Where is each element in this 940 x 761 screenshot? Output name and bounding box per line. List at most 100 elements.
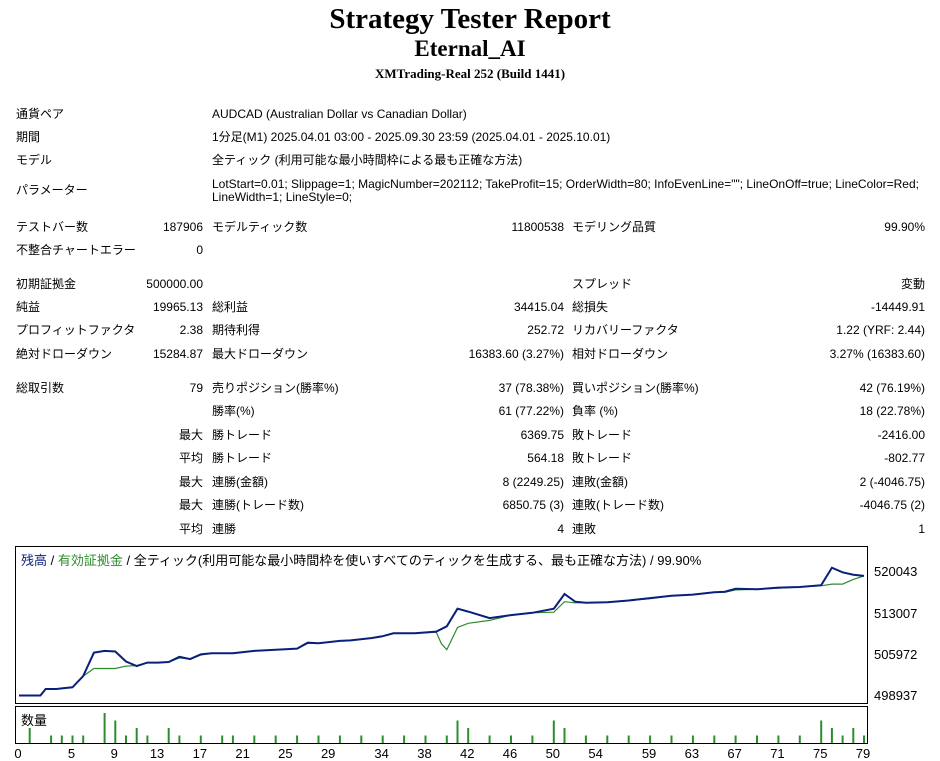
largest-prefix: 最大 bbox=[178, 428, 203, 442]
maximal-consecutive-loss-label: 連敗(トレード数) bbox=[572, 498, 664, 512]
x-tick-label: 59 bbox=[641, 746, 657, 761]
volume-bar bbox=[756, 735, 758, 743]
average-consecutive-losses-label: 連敗 bbox=[572, 522, 597, 536]
volume-bar bbox=[798, 735, 801, 743]
y-tick-label: 498937 bbox=[874, 688, 918, 703]
volume-bar bbox=[360, 735, 363, 743]
largest-win-label: 勝トレード bbox=[212, 428, 273, 442]
volume-bar bbox=[584, 735, 587, 743]
maximal-consecutive-profit-value: 6850.75 (3) bbox=[502, 498, 564, 512]
expected-payoff-label: 期待利得 bbox=[212, 323, 261, 337]
x-tick-label: 5 bbox=[67, 746, 76, 761]
chart-legend: 残高 / 有効証拠金 / 全ティック(利用可能な最小時間枠を使いすべてのティック… bbox=[21, 550, 701, 569]
volume-bar bbox=[146, 735, 149, 743]
volume-bar bbox=[820, 720, 823, 743]
relative-drawdown-value: 3.27% (16383.60) bbox=[829, 347, 925, 361]
y-tick-label: 513007 bbox=[874, 605, 918, 621]
server-info: XMTrading-Real 252 (Build 1441) bbox=[374, 66, 566, 81]
volume-bar bbox=[221, 735, 224, 743]
average-prefix: 平均 bbox=[178, 451, 203, 465]
volume-bar bbox=[777, 735, 780, 743]
x-tick-label: 71 bbox=[770, 746, 785, 761]
expert-name: Eternal_AI bbox=[414, 36, 526, 61]
net-profit-value: 19965.13 bbox=[152, 300, 203, 314]
x-tick-label: 54 bbox=[588, 746, 603, 761]
volume-bar bbox=[510, 735, 512, 743]
volume-bar bbox=[424, 735, 427, 743]
x-tick-label: 9 bbox=[110, 746, 118, 761]
average-consecutive-losses-value: 1 bbox=[918, 522, 925, 536]
average-consecutive-wins-label: 連勝 bbox=[212, 522, 237, 536]
legend-separator: / bbox=[47, 553, 58, 568]
period-label: 期間 bbox=[16, 130, 41, 144]
balance-line bbox=[19, 566, 865, 697]
volume-bar bbox=[338, 735, 341, 743]
legend-description: / 全ティック(利用可能な最小時間枠を使いすべてのティックを生成する、最も正確な… bbox=[122, 553, 702, 568]
volume-bar bbox=[531, 735, 534, 743]
short-positions-value: 37 (78.38%) bbox=[498, 381, 564, 395]
y-tick-label: 520043 bbox=[874, 564, 918, 580]
volume-bar bbox=[231, 735, 234, 743]
spread-label: スプレッド bbox=[572, 277, 633, 291]
test-bars-value: 187906 bbox=[162, 220, 203, 234]
max-consecutive-losses-label: 連敗(金額) bbox=[572, 475, 628, 489]
average-win-label: 勝トレード bbox=[212, 451, 273, 465]
parameters-value-line2: LineWidth=1; LineStyle=0; bbox=[212, 190, 353, 204]
volume-bar bbox=[178, 735, 181, 743]
model-quality-label: モデリング品質 bbox=[572, 220, 657, 234]
x-tick-label: 75 bbox=[812, 746, 828, 761]
average-loss-label: 敗トレード bbox=[572, 451, 633, 465]
volume-bar bbox=[167, 728, 170, 743]
volume-bar bbox=[830, 728, 833, 743]
volume-bar bbox=[649, 735, 652, 743]
volume-bar bbox=[863, 735, 865, 743]
x-tick-label: 13 bbox=[149, 746, 165, 761]
parameters-value-line1: LotStart=0.01; Slippage=1; MagicNumber=2… bbox=[212, 177, 919, 191]
report-title: Strategy Tester Report bbox=[329, 3, 611, 35]
x-tick-label: 50 bbox=[545, 746, 561, 761]
volume-bar bbox=[488, 735, 491, 743]
average-consecutive-wins-value: 4 bbox=[557, 522, 564, 536]
symbol-value: AUDCAD (Australian Dollar vs Canadian Do… bbox=[212, 107, 467, 121]
gross-profit-value: 34415.04 bbox=[513, 300, 564, 314]
long-positions-label: 買いポジション(勝率%) bbox=[572, 381, 699, 395]
x-tick-label: 0 bbox=[14, 746, 22, 761]
profit-factor-label: プロフィットファクタ bbox=[16, 323, 136, 337]
legend-equity: 有効証拠金 bbox=[57, 553, 123, 568]
y-tick-label: 505972 bbox=[874, 646, 918, 662]
total-trades-value: 79 bbox=[189, 381, 203, 395]
volume-chart-plot bbox=[28, 713, 865, 743]
model-ticks-label: モデルティック数 bbox=[212, 220, 308, 234]
volume-bar bbox=[274, 735, 277, 743]
volume-bar bbox=[296, 735, 299, 743]
x-tick-label: 79 bbox=[855, 746, 871, 761]
volume-bar bbox=[691, 735, 694, 743]
volume-bar bbox=[82, 735, 85, 743]
volume-bar bbox=[552, 720, 555, 743]
balance-chart: 残高 / 有効証拠金 / 全ティック(利用可能な最小時間枠を使いすべてのティック… bbox=[15, 546, 868, 704]
volume-bar bbox=[670, 735, 673, 743]
maximal-consecutive-prefix: 最大 bbox=[178, 498, 203, 512]
maximal-drawdown-value: 16383.60 (3.27%) bbox=[468, 347, 564, 361]
initial-deposit-value: 500000.00 bbox=[146, 277, 203, 291]
volume-bar bbox=[199, 735, 202, 743]
balance-chart-plot bbox=[19, 566, 865, 697]
maximal-consecutive-profit-label: 連勝(トレード数) bbox=[212, 498, 304, 512]
gross-profit-label: 総利益 bbox=[212, 300, 249, 314]
x-tick-label: 17 bbox=[192, 746, 208, 761]
volume-bar bbox=[253, 735, 256, 743]
win-rate-label: 勝率(%) bbox=[212, 404, 255, 418]
max-consecutive-wins-value: 8 (2249.25) bbox=[502, 475, 564, 489]
initial-deposit-label: 初期証拠金 bbox=[16, 277, 77, 291]
win-rate-value: 61 (77.22%) bbox=[498, 404, 564, 418]
mismatch-errors-value: 0 bbox=[196, 243, 203, 257]
test-bars-label: テストバー数 bbox=[16, 220, 89, 234]
gross-loss-value: -14449.91 bbox=[870, 300, 925, 314]
x-tick-label: 38 bbox=[417, 746, 432, 761]
max-consecutive-prefix: 最大 bbox=[178, 475, 203, 489]
absolute-drawdown-label: 絶対ドローダウン bbox=[16, 347, 113, 361]
volume-bar bbox=[403, 735, 406, 743]
absolute-drawdown-value: 15284.87 bbox=[152, 347, 203, 361]
legend-balance: 残高 bbox=[21, 553, 48, 568]
x-tick-label: 42 bbox=[460, 746, 475, 761]
